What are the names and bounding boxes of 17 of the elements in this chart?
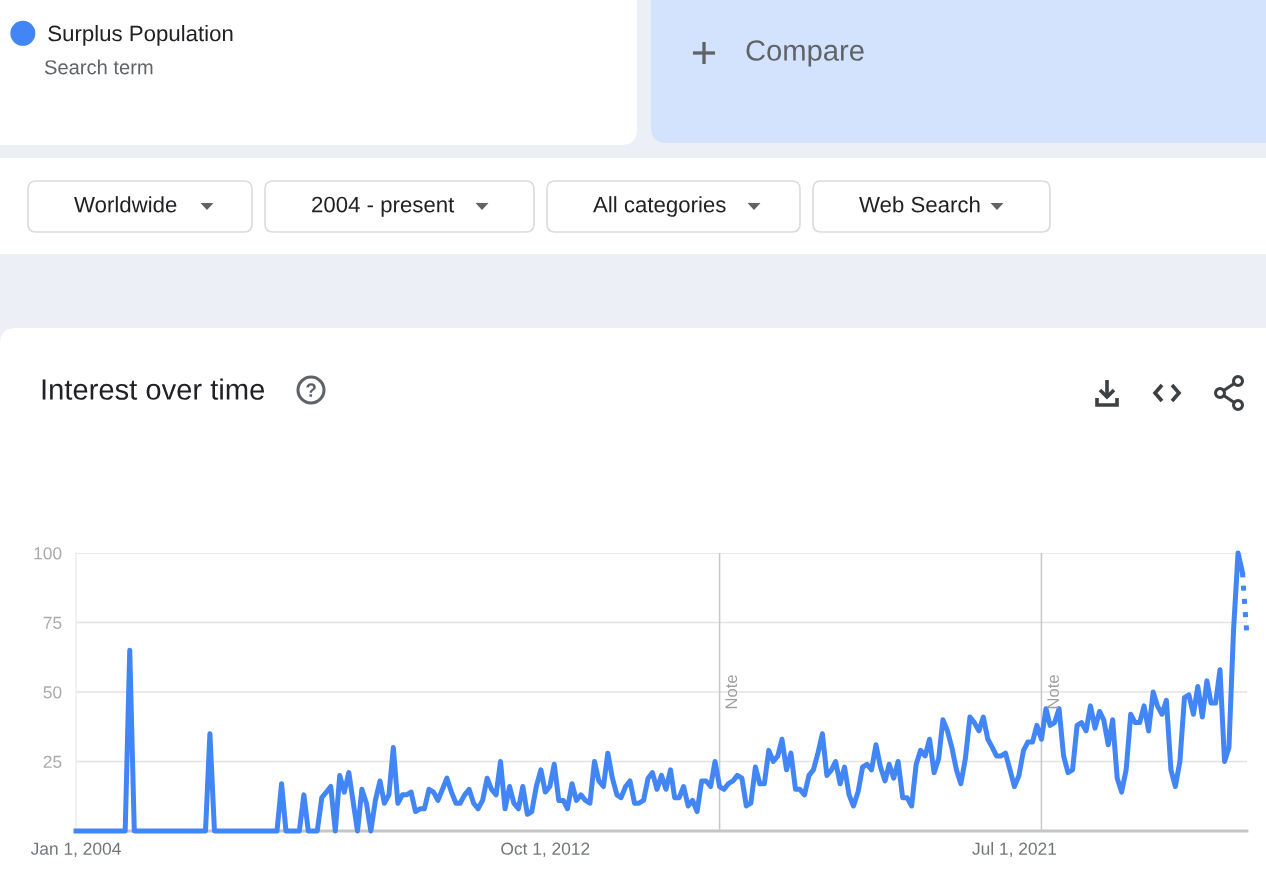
x-tick-label: Jan 1, 2004 xyxy=(30,842,121,857)
x-tick-label: Jul 1, 2021 xyxy=(972,842,1057,857)
y-tick-label: 50 xyxy=(43,686,62,699)
text: Search term xyxy=(44,59,153,75)
chart-title: Interest over time xyxy=(42,378,265,400)
legend-label: Surplus Population xyxy=(48,25,233,46)
text: 2004 - present xyxy=(312,196,455,217)
text: Worldwide xyxy=(74,196,177,213)
y-tick-label: 100 xyxy=(34,547,62,560)
ref-line-label: Note xyxy=(725,675,738,709)
x-tick-label: Oct 1, 2012 xyxy=(501,842,590,857)
y-tick-label: 25 xyxy=(43,755,62,768)
ref-line-label: Note xyxy=(1047,675,1059,709)
text: Web Search xyxy=(859,196,980,213)
y-tick-label: 75 xyxy=(43,616,62,629)
text: Compare xyxy=(746,40,864,67)
text: All categories xyxy=(593,196,726,217)
